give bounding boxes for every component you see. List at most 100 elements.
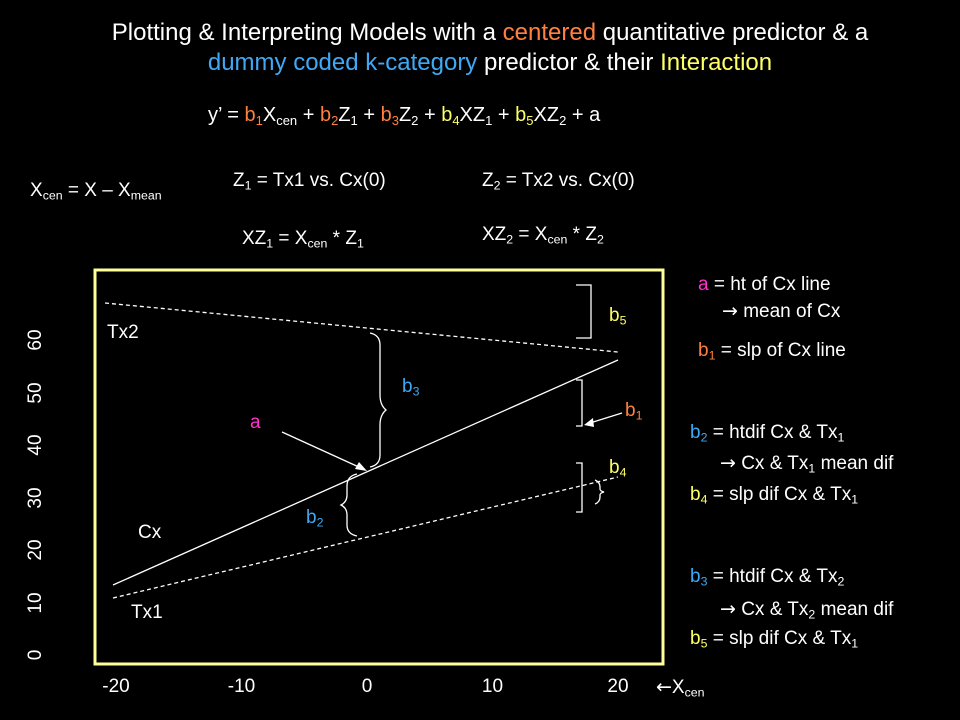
note-b-sub: 5 bbox=[700, 636, 708, 651]
def-sub: 2 bbox=[506, 232, 514, 247]
right-arrow-icon: → bbox=[722, 300, 738, 322]
eq-x: X bbox=[262, 104, 277, 126]
x-tick-label: -10 bbox=[227, 676, 256, 697]
title-text: predictor & their bbox=[477, 49, 661, 76]
tx1-label: Tx1 bbox=[131, 602, 163, 623]
b4-small-brace bbox=[594, 479, 605, 505]
cx-label: Cx bbox=[138, 522, 162, 543]
b1-step bbox=[576, 379, 583, 427]
def-text: = X bbox=[273, 228, 308, 249]
def-sub: 1 bbox=[266, 236, 274, 251]
def-text: Z bbox=[482, 170, 494, 191]
eq-xz1-sub: 1 bbox=[485, 112, 493, 128]
note-sub: 1 bbox=[851, 492, 859, 507]
note-sub: 1 bbox=[808, 461, 816, 476]
eq-z2: Z bbox=[398, 104, 412, 126]
def-text: XZ bbox=[482, 224, 507, 245]
note-b-symbol: b bbox=[690, 566, 701, 587]
tx1-line bbox=[112, 476, 619, 599]
b1-arrow-head bbox=[584, 418, 594, 427]
x-axis-label-text: X bbox=[671, 677, 685, 698]
a-arrow-line bbox=[281, 431, 362, 469]
title-text: Plotting & Interpreting Models with a bbox=[111, 19, 503, 46]
y-tick-label: 50 bbox=[25, 381, 46, 404]
eq-plus: + bbox=[418, 104, 442, 126]
note-b-sub: 3 bbox=[700, 574, 708, 589]
title-line-1: Plotting & Interpreting Models with a ce… bbox=[0, 18, 960, 48]
eq-b4: b bbox=[441, 104, 453, 126]
def-xz2: XZ2 = Xcen * Z2 bbox=[482, 224, 604, 246]
right-arrow-icon: → bbox=[720, 598, 736, 620]
b2-brace bbox=[339, 473, 358, 537]
title-dummy: dummy coded k-category bbox=[207, 49, 478, 76]
title-text: quantitative predictor & a bbox=[596, 19, 869, 46]
annot-b: b bbox=[625, 400, 636, 421]
b1-arrow-line bbox=[589, 412, 623, 424]
eq-xz2: XZ bbox=[533, 104, 560, 126]
note-b-symbol: b bbox=[690, 628, 701, 649]
def-z2: Z2 = Tx2 vs. Cx(0) bbox=[482, 170, 635, 192]
note-sub: 1 bbox=[837, 430, 845, 445]
def-sub: 2 bbox=[493, 178, 501, 193]
annot-sub: 3 bbox=[412, 384, 420, 399]
eq-prefix: y’ = bbox=[208, 104, 245, 126]
eq-b2-sub: 2 bbox=[331, 112, 339, 128]
def-text: Z bbox=[233, 170, 245, 191]
def-text: XZ bbox=[242, 228, 267, 249]
title-interaction: Interaction bbox=[660, 49, 773, 76]
note-text: mean dif bbox=[815, 599, 894, 620]
eq-b1: b bbox=[244, 104, 256, 126]
def-sub: cen bbox=[42, 188, 63, 203]
note-text: = ht of Cx line bbox=[708, 274, 831, 295]
b3-brace bbox=[369, 332, 388, 468]
annot-sub: 4 bbox=[619, 465, 627, 480]
def-text: X bbox=[30, 180, 43, 201]
eq-b5-sub: 5 bbox=[526, 112, 534, 128]
note-b-sub: 2 bbox=[700, 430, 708, 445]
annot-b4: b4 bbox=[609, 457, 626, 479]
note-b-symbol: b bbox=[690, 484, 701, 505]
cx-line bbox=[112, 359, 619, 586]
def-z1: Z1 = Tx1 vs. Cx(0) bbox=[233, 170, 386, 192]
eq-xz1: XZ bbox=[459, 104, 486, 126]
plot-frame bbox=[93, 268, 665, 666]
note-a-line1: a = ht of Cx line bbox=[698, 274, 831, 296]
eq-plus: + bbox=[357, 104, 381, 126]
note-text: = htdif Cx & Tx bbox=[707, 422, 838, 443]
note-a-line2: → mean of Cx bbox=[722, 300, 840, 323]
note-text: = htdif Cx & Tx bbox=[707, 566, 838, 587]
b4-step bbox=[576, 462, 583, 513]
x-tick-label: 0 bbox=[361, 676, 373, 697]
x-axis-label: ←Xcen bbox=[656, 676, 705, 699]
y-tick-label: 60 bbox=[25, 329, 46, 351]
eq-z1: Z bbox=[338, 104, 351, 126]
note-text: Cx & Tx bbox=[735, 453, 809, 474]
eq-b4-sub: 4 bbox=[452, 112, 460, 128]
annot-sub: 5 bbox=[619, 313, 627, 328]
note-b1: b1 = slp of Cx line bbox=[698, 340, 846, 362]
annot-b3: b3 bbox=[402, 376, 419, 398]
eq-b1-sub: 1 bbox=[255, 112, 263, 128]
y-tick-label: 10 bbox=[25, 591, 46, 614]
def-sub: cen bbox=[547, 232, 568, 247]
def-sub: mean bbox=[130, 188, 162, 203]
def-text: * Z bbox=[327, 228, 357, 249]
annot-sub: 1 bbox=[635, 408, 643, 423]
annot-b: b bbox=[402, 376, 413, 397]
def-text: * Z bbox=[567, 224, 597, 245]
def-text: = Tx2 vs. Cx(0) bbox=[500, 170, 635, 191]
note-b5: b5 = slp dif Cx & Tx1 bbox=[690, 628, 858, 650]
def-text: = X bbox=[513, 224, 548, 245]
def-xcen: Xcen = X – Xmean bbox=[30, 180, 162, 202]
annot-sub: 2 bbox=[316, 515, 324, 530]
eq-xz2-sub: 2 bbox=[559, 112, 567, 128]
tx2-line bbox=[104, 302, 619, 353]
annot-b5: b5 bbox=[609, 305, 626, 327]
eq-b5: b bbox=[515, 104, 527, 126]
eq-x-sub: cen bbox=[276, 112, 298, 128]
eq-a: + a bbox=[566, 104, 601, 126]
title-centered: centered bbox=[502, 19, 597, 46]
x-tick-label: 10 bbox=[481, 676, 504, 697]
note-b3-line2: → Cx & Tx2 mean dif bbox=[720, 598, 893, 621]
eq-z2-sub: 2 bbox=[411, 112, 419, 128]
